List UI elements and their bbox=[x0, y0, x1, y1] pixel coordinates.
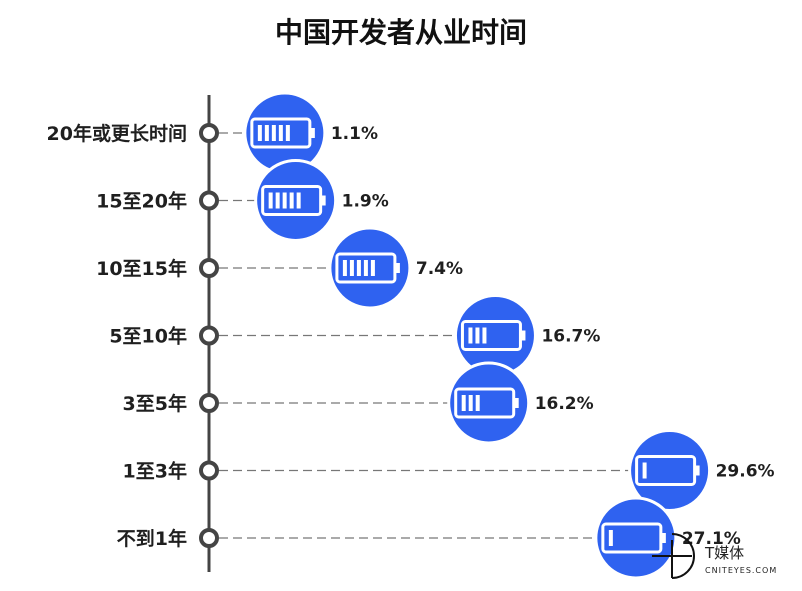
axis-node bbox=[199, 528, 219, 548]
chart-title: 中国开发者从业时间 bbox=[275, 16, 527, 49]
battery-segment bbox=[608, 530, 613, 546]
category-label: 1至3年 bbox=[123, 460, 187, 483]
battery-icon bbox=[601, 522, 663, 554]
battery-segment bbox=[282, 192, 287, 209]
value-label: 16.2% bbox=[535, 394, 594, 414]
category-label: 10至15年 bbox=[96, 257, 187, 280]
battery-segment bbox=[482, 327, 487, 344]
battery-icon bbox=[261, 185, 323, 216]
category-label: 15至20年 bbox=[96, 190, 187, 213]
battery-icon bbox=[250, 117, 312, 149]
axis-node bbox=[199, 258, 219, 278]
battery-terminal bbox=[521, 330, 526, 341]
value-label: 27.1% bbox=[682, 529, 741, 549]
battery-segment bbox=[296, 192, 301, 209]
battery-terminal bbox=[514, 398, 519, 408]
battery-segment bbox=[285, 125, 290, 141]
battery-terminal bbox=[695, 465, 700, 476]
data-bubble bbox=[254, 159, 338, 242]
battery-segment bbox=[257, 125, 262, 141]
axis-node bbox=[199, 190, 219, 211]
battery-terminal bbox=[321, 195, 326, 206]
battery-segment bbox=[275, 192, 280, 209]
battery-segment bbox=[268, 192, 273, 209]
data-bubble bbox=[628, 429, 712, 512]
category-label: 不到1年 bbox=[117, 527, 187, 550]
battery-segment bbox=[342, 260, 347, 276]
category-label: 3至5年 bbox=[123, 392, 187, 415]
battery-segment bbox=[289, 192, 294, 209]
battery-icon bbox=[635, 455, 697, 486]
watermark-logo: T媒体 CNITEYES.COM bbox=[652, 533, 777, 579]
battery-segment bbox=[461, 395, 466, 411]
battery-segment bbox=[264, 125, 269, 141]
battery-segment bbox=[356, 260, 361, 276]
axis-node bbox=[199, 325, 219, 346]
battery-icon bbox=[335, 252, 397, 284]
value-label: 1.9% bbox=[342, 192, 389, 212]
battery-segment bbox=[475, 395, 480, 411]
axis-node bbox=[199, 460, 219, 481]
value-label: 7.4% bbox=[416, 259, 463, 279]
logo-mark-icon bbox=[671, 533, 695, 579]
axis-node bbox=[199, 393, 219, 413]
data-bubble bbox=[328, 226, 412, 310]
battery-segment bbox=[468, 395, 473, 411]
chart-rows: 20年或更长时间 1.1% 15至20年 1.9% 10至15年 7.4% 5至10年 16.… bbox=[47, 91, 775, 580]
battery-segment bbox=[642, 462, 647, 479]
battery-segment bbox=[468, 327, 473, 344]
battery-segment bbox=[370, 260, 375, 276]
battery-terminal bbox=[395, 263, 400, 273]
category-label: 5至10年 bbox=[109, 325, 187, 348]
battery-segment bbox=[475, 327, 480, 344]
battery-icon bbox=[454, 387, 516, 419]
battery-segment bbox=[271, 125, 276, 141]
watermark-brand-en: CNITEYES.COM bbox=[705, 566, 777, 575]
data-bubble bbox=[447, 361, 531, 445]
battery-segment bbox=[349, 260, 354, 276]
category-label: 20年或更长时间 bbox=[47, 122, 187, 145]
battery-icon bbox=[460, 320, 522, 351]
battery-terminal bbox=[310, 128, 315, 138]
watermark-brand-cn: T媒体 bbox=[704, 544, 744, 562]
battery-segment bbox=[278, 125, 283, 141]
value-label: 29.6% bbox=[716, 462, 775, 482]
data-bubble bbox=[594, 496, 678, 580]
axis-node bbox=[199, 123, 219, 143]
value-label: 1.1% bbox=[331, 124, 378, 144]
value-label: 16.7% bbox=[541, 327, 600, 347]
battery-segment bbox=[363, 260, 368, 276]
battery-terminal bbox=[661, 533, 666, 543]
